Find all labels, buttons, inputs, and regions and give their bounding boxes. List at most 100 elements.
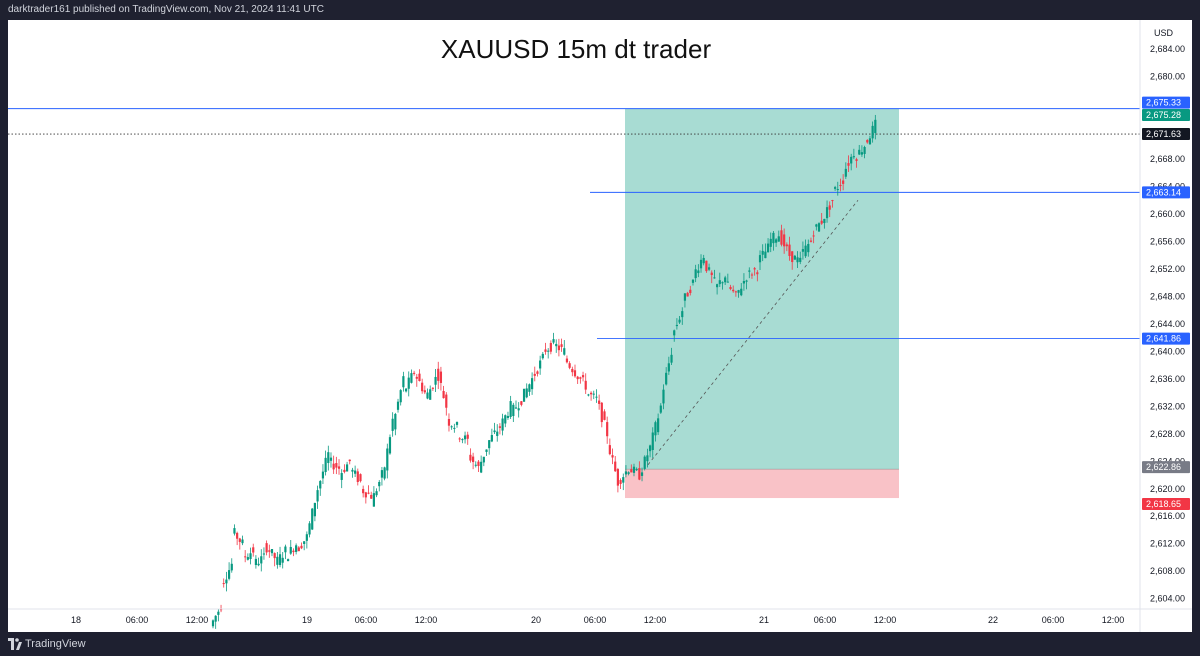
candle-body xyxy=(364,492,367,498)
candle-body xyxy=(573,370,577,377)
y-tick-label: 2,644.00 xyxy=(1150,319,1185,329)
candle-body xyxy=(345,464,349,472)
candle-body xyxy=(815,224,818,227)
candle-body xyxy=(429,389,432,400)
price-chart[interactable]: XAUUSD 15m dt trader USD 2,684.00 2,680.00 2… xyxy=(8,20,1192,632)
y-tick-label: 2,668.00 xyxy=(1150,154,1185,164)
candle-body xyxy=(557,345,561,351)
candle-body xyxy=(453,427,456,429)
candle-body xyxy=(681,311,684,318)
candle-body xyxy=(670,354,673,363)
candle-body xyxy=(517,408,520,411)
candle-body xyxy=(348,459,351,462)
candle-body xyxy=(667,363,670,372)
candle-body xyxy=(844,168,847,177)
profit-zone xyxy=(625,108,899,470)
tradingview-logo-icon xyxy=(8,638,22,650)
candle-body xyxy=(378,481,381,487)
candle-body xyxy=(329,457,333,461)
candle-body xyxy=(646,455,649,462)
candle-body xyxy=(769,238,772,247)
candle-body xyxy=(321,471,325,479)
candle-body xyxy=(863,146,866,154)
candle-body xyxy=(472,456,475,463)
candle-body xyxy=(236,532,239,539)
candle-body xyxy=(324,457,327,473)
candle-body xyxy=(273,553,276,559)
candle-body xyxy=(230,563,233,571)
candle-body xyxy=(482,456,485,463)
candle-body xyxy=(246,557,249,560)
candle-body xyxy=(407,377,410,389)
candle-body xyxy=(383,467,386,479)
candle-body xyxy=(579,377,582,379)
candle-body xyxy=(276,556,279,565)
y-tick-label: 2,652.00 xyxy=(1150,264,1185,274)
candle-body xyxy=(630,469,633,473)
candle-body xyxy=(278,554,282,566)
chart-area[interactable]: XAUUSD 15m dt trader USD 2,684.00 2,680.00 2… xyxy=(8,20,1192,632)
candle-body xyxy=(300,545,303,549)
candle-body xyxy=(804,245,807,257)
y-tick-label: 2,684.00 xyxy=(1150,44,1185,54)
y-tick-label: 2,648.00 xyxy=(1150,291,1185,301)
candle-body xyxy=(734,291,737,293)
y-tick-label: 2,640.00 xyxy=(1150,346,1185,356)
price-label-text: 2,618.65 xyxy=(1146,499,1181,509)
candle-body xyxy=(509,401,512,417)
x-tick-label: 06:00 xyxy=(355,615,378,625)
candle-body xyxy=(659,405,662,413)
candle-body xyxy=(718,280,721,285)
candle-body xyxy=(858,149,861,155)
chart-title: XAUUSD 15m dt trader xyxy=(441,34,712,64)
currency-label: USD xyxy=(1154,28,1174,38)
candle-body xyxy=(391,418,394,431)
candle-body xyxy=(713,277,716,279)
candle-body xyxy=(871,125,874,139)
candle-body xyxy=(396,401,400,410)
publish-text: darktrader161 published on TradingView.c… xyxy=(8,4,324,15)
candle-body xyxy=(514,407,518,409)
candle-body xyxy=(289,546,292,554)
candle-body xyxy=(683,293,687,301)
y-tick-label: 2,632.00 xyxy=(1150,401,1185,411)
candle-body xyxy=(788,244,791,256)
candle-body xyxy=(817,223,821,232)
candle-body xyxy=(874,119,877,134)
candle-body xyxy=(796,257,799,263)
y-tick-label: 2,628.00 xyxy=(1150,429,1185,439)
candle-body xyxy=(268,550,271,552)
candle-body xyxy=(493,430,496,433)
candle-body xyxy=(539,360,542,369)
candle-body xyxy=(254,558,258,566)
candle-body xyxy=(552,339,555,343)
x-tick-label: 21 xyxy=(759,615,769,625)
candle-body xyxy=(742,281,746,284)
candle-body xyxy=(354,470,357,474)
price-label-badge xyxy=(1142,461,1190,474)
y-tick-label: 2,612.00 xyxy=(1150,539,1185,549)
candle-body xyxy=(702,257,705,264)
candle-body xyxy=(303,541,306,544)
candle-body xyxy=(648,445,652,452)
candle-body xyxy=(868,138,872,145)
x-tick-label: 06:00 xyxy=(126,615,149,625)
candle-body xyxy=(233,528,236,534)
candle-body xyxy=(525,388,528,398)
x-tick-label: 12:00 xyxy=(186,615,209,625)
x-tick-label: 06:00 xyxy=(584,615,607,625)
candle-body xyxy=(766,243,770,253)
candle-body xyxy=(595,396,598,398)
price-label-text: 2,675.33 xyxy=(1146,98,1181,108)
candle-body xyxy=(308,523,311,535)
candle-body xyxy=(726,281,729,283)
y-tick-label: 2,620.00 xyxy=(1150,484,1185,494)
candle-body xyxy=(490,435,493,442)
candle-body xyxy=(506,415,510,418)
y-tick-label: 2,660.00 xyxy=(1150,209,1185,219)
candle-body xyxy=(463,435,467,440)
candle-body xyxy=(528,384,531,392)
candle-body xyxy=(807,243,810,253)
price-label-badge xyxy=(1142,332,1190,345)
candle-body xyxy=(286,559,290,562)
